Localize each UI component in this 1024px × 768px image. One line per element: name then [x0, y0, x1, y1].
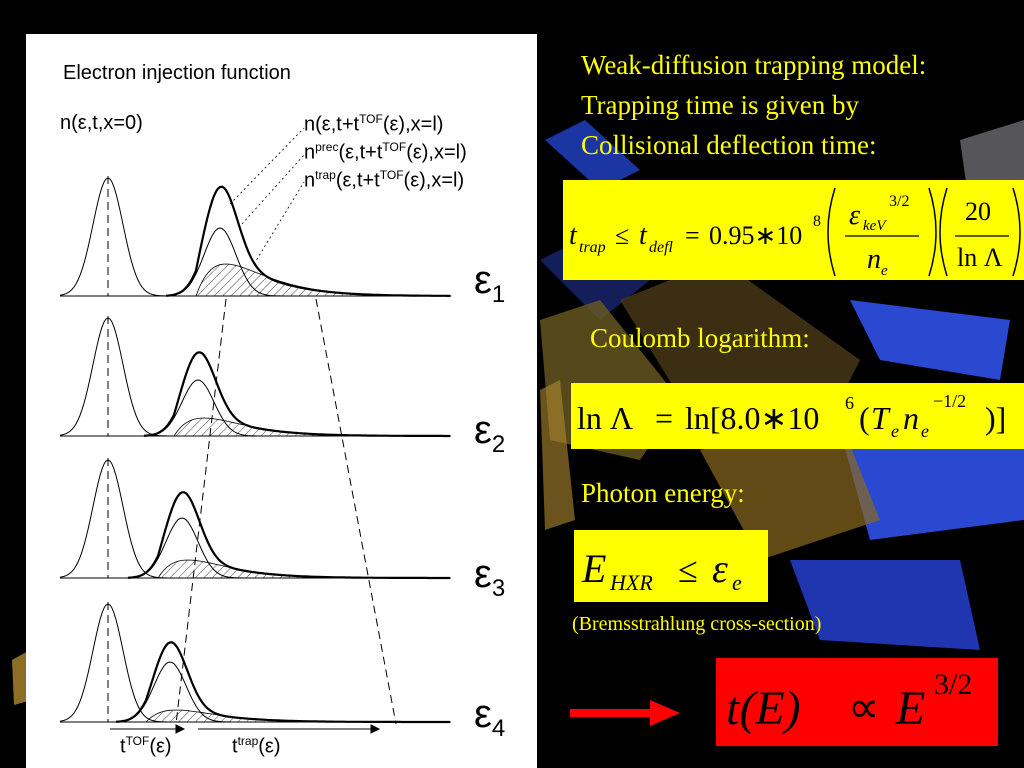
injection-curves [59, 127, 452, 734]
f2-paren: ( [859, 400, 870, 436]
tof-guide-line [175, 298, 227, 725]
f4-exp: 3/2 [934, 668, 972, 701]
f3-eps-sub: e [732, 570, 742, 595]
injection-curve [59, 459, 176, 579]
heading-line-1: Weak-diffusion trapping model: [581, 50, 927, 80]
f4-E: E [895, 682, 925, 735]
trap-axis-label: ttrap(ε) [232, 734, 281, 758]
f1-frac2-num: 20 [965, 197, 991, 226]
energy-label-4: ε4 [474, 692, 506, 742]
photon-energy-formula: E HXR ≤ ε e [574, 530, 768, 602]
f1-num-eps: ε [849, 200, 860, 231]
trapped-distribution-label: ntrap(ε,t+tTOF(ε),x=l) [304, 168, 465, 192]
left-distribution-label: n(ε,t,x=0) [60, 112, 143, 134]
curve-row-1 [59, 176, 452, 297]
f1-num-exp: 3/2 [889, 193, 909, 210]
f1-exp: 8 [813, 213, 821, 230]
red-arrow-icon [570, 700, 680, 726]
f1-coef: 0.95∗10 [709, 221, 802, 250]
f2-eq: = [655, 400, 673, 436]
curve-row-3 [59, 458, 451, 580]
total-curve [127, 491, 450, 580]
total-curve [115, 641, 450, 724]
f3-leq: ≤ [678, 550, 698, 590]
injection-curve [59, 177, 176, 297]
trapped-component [157, 559, 451, 579]
f1-frac2-den: ln Λ [957, 243, 1003, 272]
f3-eps: ε [712, 546, 728, 591]
f4-prop: ∝ [848, 683, 879, 732]
f2-rhs-pre: ln[8.0∗10 [685, 400, 819, 436]
energy-label-2: ε2 [474, 408, 506, 458]
f2-T-sub: e [891, 421, 899, 441]
f4-lhs: t(E) [726, 682, 801, 735]
coulomb-label: Coulomb logarithm: [590, 323, 810, 353]
energy-label-3: ε3 [474, 552, 506, 602]
f2-n: n [903, 400, 919, 436]
curve-row-2 [59, 316, 451, 438]
heading-line-2: Trapping time is given by [581, 90, 860, 120]
f2-n-exp: −1/2 [933, 391, 966, 411]
curve-row-4 [59, 602, 451, 724]
energy-label-1: ε1 [474, 258, 506, 308]
total-curve [165, 185, 450, 297]
f2-exp: 6 [845, 393, 854, 413]
f1-leq: ≤ [615, 221, 629, 250]
f3-E-sub: HXR [609, 570, 653, 595]
f2-n-sub: e [921, 421, 929, 441]
time-axis-arrows [110, 724, 381, 734]
injection-curve [59, 317, 176, 437]
f1-t2: t [639, 220, 648, 251]
time-energy-scaling-formula: t(E) ∝ E 3/2 [716, 658, 998, 746]
coulomb-logarithm-formula: ln Λ = ln[8.0∗10 6 ( T e n e −1/2 )] [571, 383, 1024, 449]
leader-lines [229, 127, 305, 265]
f1-den-sub: e [881, 263, 888, 279]
trap-guide-line [315, 298, 397, 725]
total-distribution-label: n(ε,t+tTOF(ε),x=l) [304, 112, 444, 136]
f2-T: T [871, 400, 891, 436]
f2-lhs: ln Λ [577, 400, 633, 436]
tof-axis-label: tTOF(ε) [120, 734, 172, 758]
total-curve [143, 351, 450, 438]
f1-num-sub: keV [863, 218, 887, 234]
precipitating-distribution-label: nprec(ε,t+tTOF(ε),x=l) [304, 140, 467, 164]
f1-t: t [569, 220, 578, 251]
photon-energy-label: Photon energy: [581, 478, 745, 508]
f3-E: E [581, 546, 606, 591]
f2-close: )] [985, 400, 1006, 436]
panel-title: Electron injection function [63, 62, 291, 84]
f1-den: n [867, 244, 881, 275]
f1-eq: = [685, 221, 700, 250]
f1-t-sub: trap [579, 239, 606, 256]
electron-injection-figure: Electron injection function n(ε,t,x=0) n… [26, 34, 537, 768]
bremsstrahlung-note: (Bremsstrahlung cross-section) [572, 613, 822, 635]
heading-line-3: Collisional deflection time: [581, 130, 877, 160]
f1-t2-sub: defl [649, 239, 674, 256]
deflection-time-formula: t trap ≤ t defl = 0.95∗10 8 ε keV 3/2 n … [563, 180, 1024, 280]
